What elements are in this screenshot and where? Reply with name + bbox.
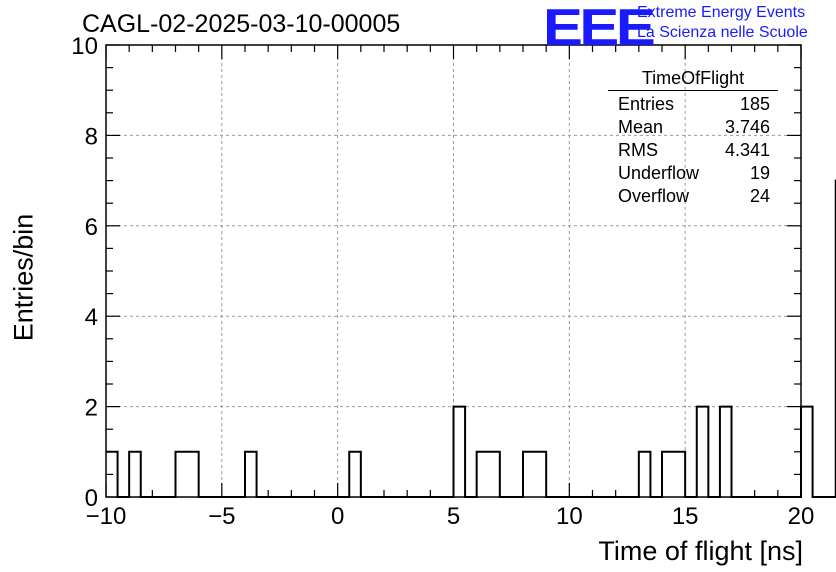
- stats-row-underflow: Underflow 19: [608, 163, 778, 186]
- histogram-line: [106, 179, 836, 498]
- stats-overflow-value: 24: [749, 186, 770, 206]
- histogram-bin: [176, 452, 188, 497]
- x-tick-label: 20: [788, 503, 815, 530]
- stats-row-rms: RMS 4.341: [608, 140, 778, 163]
- histogram-bin: [674, 452, 686, 497]
- histogram-bin: [454, 407, 466, 497]
- stats-overflow-label: Overflow: [618, 186, 690, 206]
- stats-rms-label: RMS: [618, 140, 658, 160]
- histogram-bin: [697, 407, 709, 497]
- histogram-bin: [720, 407, 732, 497]
- x-axis-label: Time of flight [ns]: [598, 536, 803, 566]
- stats-title: TimeOfFlight: [608, 68, 778, 91]
- y-axis-label: Entries/bin: [8, 213, 39, 342]
- stats-underflow-value: 19: [749, 163, 770, 183]
- x-tick-label: 0: [331, 503, 344, 530]
- eee-logo: EEE: [543, 0, 656, 57]
- y-tick-label: 8: [85, 123, 98, 150]
- stats-entries-value: 185: [739, 94, 770, 114]
- logo-line-2: La Scienza nelle Scuole: [637, 24, 808, 41]
- histogram-bin: [477, 452, 489, 497]
- histogram-bin: [129, 452, 141, 497]
- histogram-bin: [523, 452, 535, 497]
- stats-entries-label: Entries: [618, 94, 675, 114]
- y-tick-label: 6: [85, 214, 98, 241]
- y-tick-label: 10: [71, 33, 98, 60]
- y-tick-label: 4: [85, 304, 98, 331]
- stats-mean-value: 3.746: [724, 117, 770, 137]
- histogram-bin: [187, 452, 199, 497]
- histogram-bin: [535, 452, 547, 497]
- histogram-bin: [662, 452, 674, 497]
- x-tick-label: −5: [208, 503, 235, 530]
- histogram-bin: [801, 407, 813, 497]
- stats-row-mean: Mean 3.746: [608, 117, 778, 140]
- x-tick-label: 15: [672, 503, 699, 530]
- stats-mean-label: Mean: [618, 117, 664, 137]
- histogram-bin: [488, 452, 500, 497]
- stats-rms-value: 4.341: [724, 140, 770, 160]
- histogram-bin: [349, 452, 361, 497]
- x-tick-label: 5: [447, 503, 460, 530]
- stats-box: TimeOfFlight Entries 185 Mean 3.746 RMS …: [608, 68, 778, 209]
- histogram-bin: [245, 452, 257, 497]
- logo-line-1: Extreme Energy Events: [637, 4, 806, 21]
- histogram-bin: [639, 452, 651, 497]
- chart-title: CAGL-02-2025-03-10-00005: [82, 10, 401, 38]
- x-tick-label: −10: [86, 503, 127, 530]
- stats-underflow-label: Underflow: [618, 163, 700, 183]
- stats-row-entries: Entries 185: [608, 94, 778, 117]
- y-tick-label: 2: [85, 395, 98, 422]
- x-tick-label: 10: [556, 503, 583, 530]
- stats-row-overflow: Overflow 24: [608, 186, 778, 209]
- y-tick-label: 0: [85, 485, 98, 512]
